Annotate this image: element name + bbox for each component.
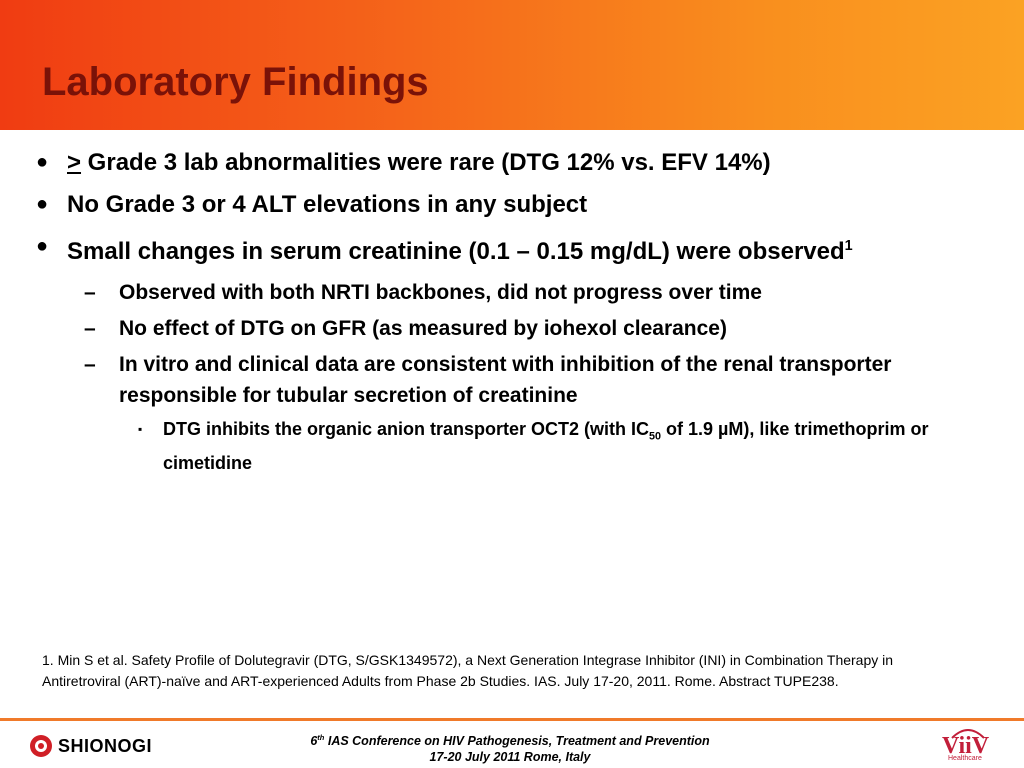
viiv-wordmark: ViiV xyxy=(942,733,990,759)
footnote-reference: 1 xyxy=(844,238,853,254)
viiv-arc-icon xyxy=(951,729,985,739)
sub-sub-bullet-text-end: of 1.9 µM), like trimethoprim or cimetid… xyxy=(163,419,929,473)
conference-date: 17-20 July 2011 Rome, Italy xyxy=(429,750,591,765)
dash-icon: – xyxy=(84,281,96,304)
shionogi-wordmark: SHIONOGI xyxy=(58,735,153,756)
bullet-item: ● > Grade 3 lab abnormalities were rare … xyxy=(36,146,986,179)
slide-title: Laboratory Findings xyxy=(42,60,429,104)
dash-icon: – xyxy=(84,353,96,376)
ordinal-suffix: th xyxy=(317,733,325,742)
dash-icon: – xyxy=(84,317,96,340)
square-bullet-icon: ▪ xyxy=(138,422,143,436)
greater-equal-symbol: > xyxy=(67,149,82,176)
sub-sub-bullet-item: ▪ DTG inhibits the organic anion transpo… xyxy=(36,416,986,476)
bullet-text: Small changes in serum creatinine (0.1 –… xyxy=(67,238,845,265)
conference-title: IAS Conference on HIV Pathogenesis, Trea… xyxy=(324,734,710,749)
bullet-list: ● > Grade 3 lab abnormalities were rare … xyxy=(36,146,986,476)
bullet-text: No Grade 3 or 4 ALT elevations in any su… xyxy=(67,191,588,218)
bullet-dot-icon: ● xyxy=(36,151,49,173)
sub-bullet-item: – No effect of DTG on GFR (as measured b… xyxy=(36,313,986,344)
footer-divider xyxy=(0,718,1024,721)
sub-bullet-text: No effect of DTG on GFR (as measured by … xyxy=(119,317,727,340)
viiv-subtext: Healthcare xyxy=(948,755,982,762)
shionogi-logo: SHIONOGI xyxy=(30,734,152,758)
sub-bullet-text: Observed with both NRTI backbones, did n… xyxy=(119,281,762,304)
title-banner: Laboratory Findings xyxy=(0,0,1024,130)
bullet-item: ● No Grade 3 or 4 ALT elevations in any … xyxy=(36,188,986,221)
sub-bullet-item: – Observed with both NRTI backbones, did… xyxy=(36,277,986,308)
sub-bullet-item: – In vitro and clinical data are consist… xyxy=(36,349,986,411)
bullet-text: Grade 3 lab abnormalities were rare (DTG… xyxy=(81,149,771,176)
sub-sub-bullet-text-start: DTG inhibits the organic anion transport… xyxy=(163,419,650,439)
conference-number: 6 xyxy=(310,734,318,749)
shionogi-mark-icon xyxy=(30,735,52,757)
bullet-dot-icon: ● xyxy=(36,193,49,215)
conference-footer: 6th IAS Conference on HIV Pathogenesis, … xyxy=(270,730,750,765)
viiv-logo: ViiV Healthcare xyxy=(938,726,998,764)
conference-name: 6th IAS Conference on HIV Pathogenesis, … xyxy=(270,730,750,749)
sub-bullet-text: In vitro and clinical data are consisten… xyxy=(119,353,892,407)
ic50-subscript: 50 xyxy=(649,430,662,443)
footnote: 1. Min S et al. Safety Profile of Dolute… xyxy=(42,652,894,689)
bullet-dot-icon: ● xyxy=(36,235,49,257)
bullet-item: ● Small changes in serum creatinine (0.1… xyxy=(36,230,986,268)
